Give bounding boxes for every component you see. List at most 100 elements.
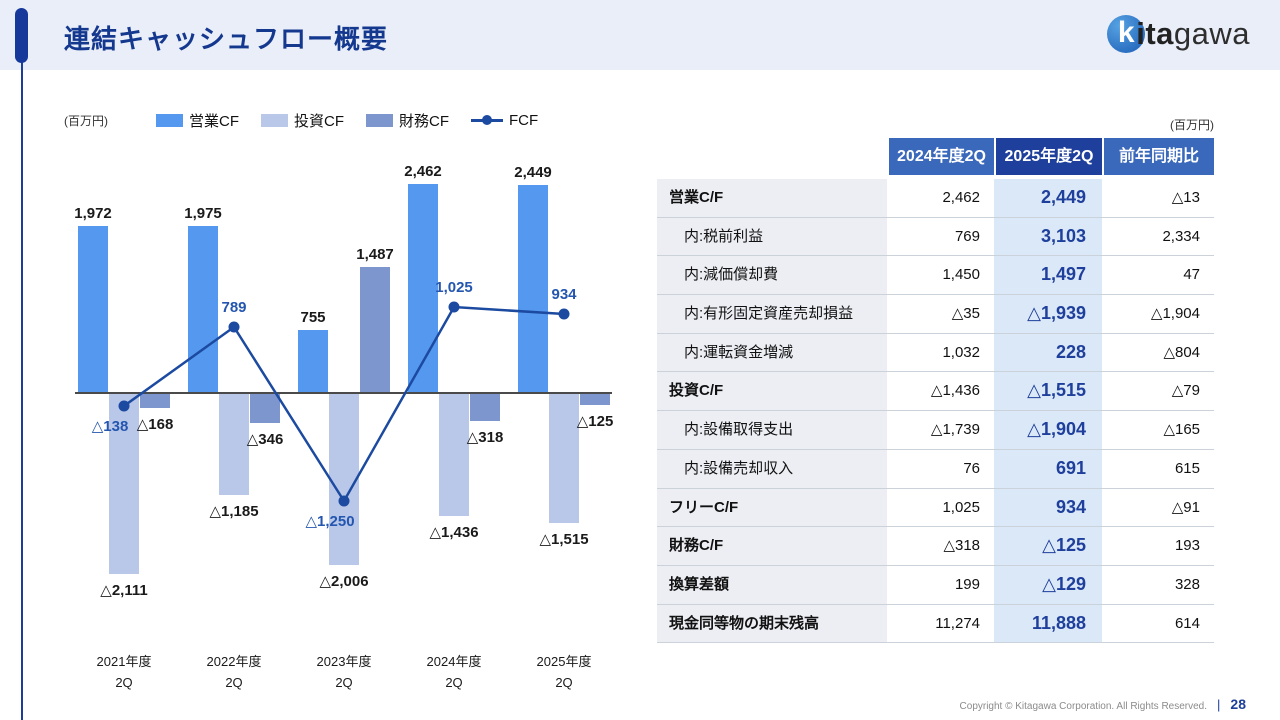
cell-yoy: 47 [1183, 266, 1200, 284]
row-label: 換算差額 [657, 565, 887, 604]
fcf-line-swatch-icon [471, 114, 503, 127]
table-row: 内:運転資金増減 1,032 228 △804 [657, 333, 1214, 373]
cell-yoy: 615 [1174, 459, 1200, 477]
row-label: フリーC/F [657, 488, 887, 527]
cell-yoy: 193 [1174, 537, 1200, 555]
bar-投資CF-2025年度 [549, 394, 579, 523]
cell-yoy: △13 [1171, 189, 1200, 206]
cell-2025: 228 [994, 333, 1102, 372]
chart-legend: 営業CF 投資CF 財務CF FCF [156, 110, 538, 131]
bar-営業CF-2025年度 [518, 185, 548, 394]
table-unit-note: (百万円) [1170, 118, 1214, 132]
legend-item-financing-cf: 財務CF [366, 110, 449, 131]
cell-2024: 1,032 [942, 343, 980, 361]
bar-value-label: △168 [136, 416, 174, 433]
cell-yoy: 2,334 [1162, 227, 1200, 245]
row-label: 内:有形固定資産売却損益 [657, 295, 887, 333]
table-row: 内:減価償却費 1,450 1,497 47 [657, 256, 1214, 296]
bar-value-label: △346 [246, 431, 284, 448]
row-label: 内:税前利益 [657, 217, 887, 256]
copyright-text: Copyright © Kitagawa Corporation. All Ri… [959, 701, 1208, 712]
logo-text-bold: ita [1136, 16, 1174, 51]
bar-営業CF-2021年度 [78, 226, 108, 394]
table-header: 2024年度2Q 2025年度2Q 前年同期比 [657, 138, 1214, 175]
table-header-spacer [657, 138, 887, 175]
bar-value-label: 1,975 [184, 205, 222, 222]
cell-2025: 1,497 [994, 256, 1102, 295]
cell-2025: △1,515 [994, 372, 1102, 411]
cell-2024: 1,025 [942, 498, 980, 516]
x-axis-label-quarter: 2Q [225, 674, 243, 690]
legend-label: 営業CF [189, 113, 239, 130]
x-axis-label: 2024年度 2Q [427, 652, 482, 694]
bar-value-label: 755 [300, 309, 326, 326]
bar-value-label: △2,006 [319, 573, 369, 590]
row-label: 内:設備売却収入 [657, 449, 887, 488]
cell-2024: 11,274 [935, 614, 980, 632]
bar-財務CF-2024年度 [470, 394, 500, 421]
bar-財務CF-2022年度 [250, 394, 280, 423]
cell-yoy: △91 [1171, 498, 1200, 516]
header-band [0, 0, 1280, 70]
row-label: 投資C/F [657, 372, 887, 411]
table-row: 換算差額 199 △129 328 [657, 565, 1214, 605]
table-row: 財務C/F △318 △125 193 [657, 527, 1214, 566]
legend-item-fcf: FCF [471, 112, 538, 129]
bar-value-label: △1,436 [429, 524, 479, 541]
x-axis-label: 2021年度 2Q [97, 652, 152, 694]
cell-2024: △318 [943, 537, 980, 555]
cell-2025: △129 [994, 565, 1102, 604]
cell-2025: 11,888 [994, 604, 1102, 643]
bar-value-label: △318 [466, 429, 504, 446]
cashflow-bar-chart: 1,972 1,975 755 2,462 2,449 △2,111 △1,185 △2,00… [74, 163, 614, 694]
bar-value-label: △125 [576, 413, 614, 430]
logo-wordmark: itagawa [1136, 16, 1250, 52]
bar-value-label: △1,515 [539, 531, 589, 548]
bar-value-label: △1,185 [209, 503, 259, 520]
table-row: 投資C/F △1,436 △1,515 △79 [657, 372, 1214, 412]
bar-value-label: 1,972 [74, 205, 112, 222]
x-axis-label-quarter: 2Q [335, 674, 353, 690]
legend-label: 投資CF [294, 113, 344, 130]
x-axis-label-quarter: 2Q [445, 674, 463, 690]
row-label: 内:減価償却費 [657, 256, 887, 295]
cell-yoy: △79 [1171, 382, 1200, 400]
row-label: 内:設備取得支出 [657, 411, 887, 449]
cashflow-table: (百万円) 2024年度2Q 2025年度2Q 前年同期比 営業C/F 2,462… [657, 116, 1214, 644]
page-title: 連結キャッシュフロー概要 [64, 24, 389, 54]
cell-2025: 691 [994, 449, 1102, 488]
x-axis-label-quarter: 2Q [115, 674, 133, 690]
bar-投資CF-2022年度 [219, 394, 249, 495]
cell-yoy: 614 [1174, 614, 1200, 632]
legend-label: 財務CF [399, 113, 449, 130]
bar-投資CF-2023年度 [329, 394, 359, 565]
x-axis-label-year: 2024年度 [426, 654, 482, 669]
table-row: 内:有形固定資産売却損益 △35 △1,939 △1,904 [657, 295, 1214, 334]
table-header-2024: 2024年度2Q [887, 138, 994, 175]
cell-2025: △125 [994, 527, 1102, 565]
accent-pill [15, 8, 28, 63]
table-rows: 営業C/F 2,462 2,449 △13 内:税前利益 769 3,103 2,334 内:減… [657, 179, 1214, 644]
fcf-value-label: 789 [221, 299, 247, 316]
x-axis-label: 2022年度 2Q [207, 652, 262, 694]
table-row: フリーC/F 1,025 934 △91 [657, 488, 1214, 528]
x-axis-label-quarter: 2Q [555, 674, 573, 690]
table-row: 内:設備売却収入 76 691 615 [657, 449, 1214, 489]
investing-cf-swatch-icon [261, 114, 288, 127]
zero-axis-line [75, 392, 612, 394]
cell-2025: 934 [994, 488, 1102, 527]
cell-2024: 199 [954, 575, 980, 593]
table-header-2025: 2025年度2Q [994, 138, 1102, 175]
cell-yoy: 328 [1174, 575, 1200, 593]
bar-投資CF-2024年度 [439, 394, 469, 516]
bar-営業CF-2024年度 [408, 184, 438, 394]
cell-yoy: △804 [1163, 343, 1200, 361]
cell-2024: 76 [963, 459, 980, 477]
cell-2025: △1,939 [994, 295, 1102, 333]
cell-2024: 769 [954, 227, 980, 245]
fcf-value-label: 1,025 [435, 279, 473, 296]
bar-財務CF-2023年度 [360, 267, 390, 394]
footer: Copyright © Kitagawa Corporation. All Ri… [960, 696, 1246, 712]
row-label: 財務C/F [657, 527, 887, 565]
